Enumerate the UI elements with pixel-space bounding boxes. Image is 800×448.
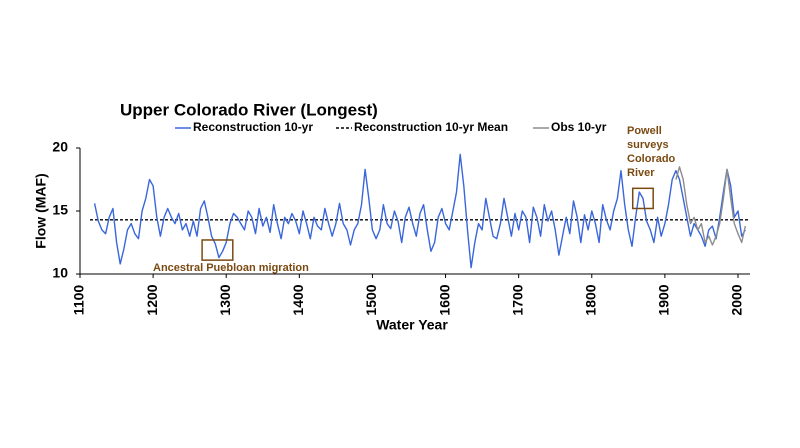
x-tick-label: 1900 [656, 284, 672, 315]
x-tick-label: 1300 [217, 284, 233, 315]
legend-label: Reconstruction 10-yr Mean [354, 120, 508, 134]
x-tick-label: 1200 [144, 284, 160, 315]
series-line [675, 166, 746, 246]
annotation-text: Ancestral Puebloan migration [153, 262, 309, 274]
annotation-text: Colorado [627, 153, 676, 165]
x-tick-label: 1100 [71, 285, 87, 316]
annotation-box [201, 239, 234, 261]
x-tick-label: 1400 [290, 284, 306, 315]
x-tick-label: 1600 [436, 284, 452, 315]
x-tick-label: 1700 [509, 284, 525, 315]
y-tick-label: 15 [52, 202, 68, 218]
y-tick-label: 20 [52, 139, 68, 155]
x-tick-label: 1800 [582, 284, 598, 315]
x-axis-label: Water Year [376, 317, 448, 333]
annotation-text: surveys [627, 139, 669, 151]
annotation-box [631, 187, 654, 210]
chart-title: Upper Colorado River (Longest) [120, 100, 378, 119]
y-tick-label: 10 [52, 265, 68, 281]
x-tick-label: 2000 [729, 284, 745, 315]
x-tick-label: 1500 [363, 284, 379, 315]
y-axis-label: Flow (MAF) [33, 173, 49, 248]
annotation-text: Powell [627, 125, 662, 137]
legend-label: Reconstruction 10-yr [193, 120, 313, 134]
annotation-text: River [627, 167, 655, 179]
legend-label: Obs 10-yr [551, 120, 607, 134]
